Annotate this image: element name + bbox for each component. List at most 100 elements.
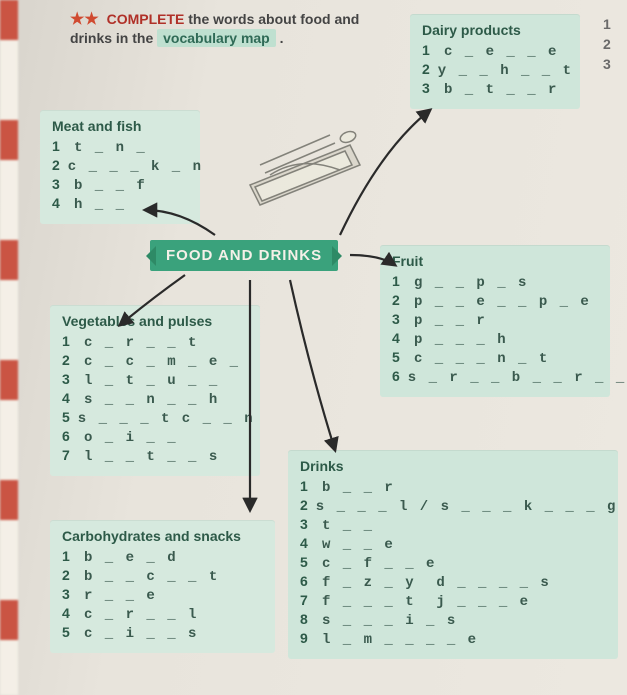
word-row: 2c _ _ _ k _ n xyxy=(52,157,188,175)
instruction-end: . xyxy=(280,30,284,46)
banner-label: FOOD AND DRINKS xyxy=(166,247,322,264)
row-number: 5 xyxy=(62,624,76,640)
word-gaps: h _ _ xyxy=(74,197,126,213)
section-title: Fruit xyxy=(392,253,598,269)
cutoff-number: 2 xyxy=(603,35,627,53)
section-title: Carbohydrates and snacks xyxy=(62,528,263,544)
row-number: 2 xyxy=(52,157,60,173)
word-gaps: b _ t _ _ r xyxy=(444,82,558,98)
row-number: 6 xyxy=(300,573,314,589)
word-row: 4 p _ _ _ h xyxy=(392,330,598,348)
instruction-keyword: COMPLETE xyxy=(107,11,185,27)
word-gaps: b _ e _ d xyxy=(84,550,178,566)
word-gaps: s _ _ n _ _ h xyxy=(84,392,219,408)
word-gaps: g _ _ p _ s xyxy=(414,275,528,291)
row-number: 1 xyxy=(392,273,406,289)
word-row: 6 f _ z _ y d _ _ _ _ s xyxy=(300,573,606,591)
row-number: 2 xyxy=(300,497,308,513)
section-fruit: Fruit 1 g _ _ p _ s 2 p _ _ e _ _ p _ e 3 p _… xyxy=(380,245,610,397)
word-gaps: l _ t _ u _ _ xyxy=(84,373,219,389)
word-row: 2c _ c _ m _ e _ xyxy=(62,352,248,370)
row-number: 7 xyxy=(300,592,314,608)
section-meat: Meat and fish 1t _ n _2c _ _ _ k _ n3b _… xyxy=(40,110,200,224)
word-row: 5c _ i _ _ s xyxy=(62,624,263,642)
word-row: 2s _ _ _ l / s _ _ _ k _ _ _ g w _ t _ r xyxy=(300,497,606,515)
word-gaps: b _ _ f xyxy=(74,178,147,194)
word-row: 6s _ r _ _ b _ _ r _ _ s xyxy=(392,368,598,386)
word-row: 3b _ _ f xyxy=(52,176,188,194)
word-gaps: t _ _ xyxy=(322,518,374,534)
section-carbs: Carbohydrates and snacks 1 b _ e _ d 2 b _ … xyxy=(50,520,275,653)
word-row: 3t _ _ xyxy=(300,516,606,534)
section-title: Vegetables and pulses xyxy=(62,313,248,329)
word-gaps: b _ _ c _ _ t xyxy=(84,569,219,585)
word-gaps: c _ r _ _ t xyxy=(84,335,198,351)
row-number: 5 xyxy=(62,409,70,425)
word-row: 4c _ r _ _ l xyxy=(62,605,263,623)
word-row: 5 c _ f _ _ e xyxy=(300,554,606,572)
word-gaps: w _ _ e xyxy=(322,537,395,553)
row-number: 5 xyxy=(300,554,314,570)
word-row: 8 s _ _ _ i _ s xyxy=(300,611,606,629)
row-number: 2 xyxy=(62,567,76,583)
row-number: 3 xyxy=(62,371,76,387)
word-gaps: p _ _ _ h xyxy=(414,332,508,348)
word-row: 9 l _ m _ _ _ _ e xyxy=(300,630,606,648)
word-row: 2 b _ _ c _ _ t xyxy=(62,567,263,585)
word-row: 4w _ _ e xyxy=(300,535,606,553)
word-gaps: c _ f _ _ e xyxy=(322,556,436,572)
word-gaps: p _ _ r xyxy=(414,313,487,329)
word-gaps: l _ m _ _ _ _ e xyxy=(322,632,478,648)
row-number: 9 xyxy=(300,630,314,646)
word-gaps: s _ _ _ i _ s xyxy=(322,613,457,629)
word-gaps: f _ z _ y d _ _ _ _ s xyxy=(322,575,551,591)
word-row: 1c _ e _ _ e xyxy=(422,42,568,60)
row-number: 1 xyxy=(52,138,66,154)
word-gaps: b _ _ r xyxy=(322,480,395,496)
page-binding-edge xyxy=(0,0,18,695)
section-drinks: Drinks 1 b _ _ r2s _ _ _ l / s _ _ _ k _ … xyxy=(288,450,618,659)
word-gaps: y _ _ h _ _ t xyxy=(438,63,573,79)
word-gaps: c _ _ _ k _ n xyxy=(68,159,203,175)
word-gaps: o _ i _ _ xyxy=(84,430,178,446)
cutoff-number: 3 xyxy=(603,55,627,73)
section-vegetables: Vegetables and pulses 1 c _ r _ _ t2c _ c… xyxy=(50,305,260,476)
cutlery-sketch-icon xyxy=(230,115,380,225)
word-row: 7 f _ _ _ t j _ _ _ e xyxy=(300,592,606,610)
word-row: 1 t _ n _ xyxy=(52,138,188,156)
word-row: 3b _ t _ _ r xyxy=(422,80,568,98)
word-gaps: c _ e _ _ e xyxy=(444,44,558,60)
word-row: 2y _ _ h _ _ t xyxy=(422,61,568,79)
instruction-vocab-map: vocabulary map xyxy=(157,29,276,47)
word-gaps: t _ n _ xyxy=(74,140,147,156)
star-icon: ★★ xyxy=(70,11,99,28)
word-row: 7l _ _ t _ _ s xyxy=(62,447,248,465)
word-row: 5c _ _ _ n _ t xyxy=(392,349,598,367)
row-number: 4 xyxy=(392,330,406,346)
arrow-to-drinks xyxy=(290,280,335,450)
row-number: 2 xyxy=(392,292,406,308)
section-title: Meat and fish xyxy=(52,118,188,134)
exercise-header: ★★ COMPLETE the words about food and dri… xyxy=(70,10,380,48)
row-number: 1 xyxy=(62,548,76,564)
word-gaps: s _ r _ _ b _ _ r _ _ s xyxy=(408,370,627,386)
row-number: 1 xyxy=(62,333,76,349)
row-number: 2 xyxy=(62,352,76,368)
word-row: 1 b _ e _ d xyxy=(62,548,263,566)
word-gaps: p _ _ e _ _ p _ e xyxy=(414,294,591,310)
row-number: 1 xyxy=(300,478,314,494)
word-row: 4h _ _ xyxy=(52,195,188,213)
row-number: 3 xyxy=(392,311,406,327)
word-gaps: c _ r _ _ l xyxy=(84,607,198,623)
cutoff-number: 1 xyxy=(603,15,627,33)
word-row: 1 g _ _ p _ s xyxy=(392,273,598,291)
section-title: Drinks xyxy=(300,458,606,474)
row-number: 8 xyxy=(300,611,314,627)
word-row: 1 c _ r _ _ t xyxy=(62,333,248,351)
row-number: 4 xyxy=(62,390,76,406)
word-row: 1 b _ _ r xyxy=(300,478,606,496)
row-number: 6 xyxy=(62,428,76,444)
word-gaps: f _ _ _ t j _ _ _ e xyxy=(322,594,530,610)
row-number: 3 xyxy=(62,586,76,602)
row-number: 2 xyxy=(422,61,430,77)
